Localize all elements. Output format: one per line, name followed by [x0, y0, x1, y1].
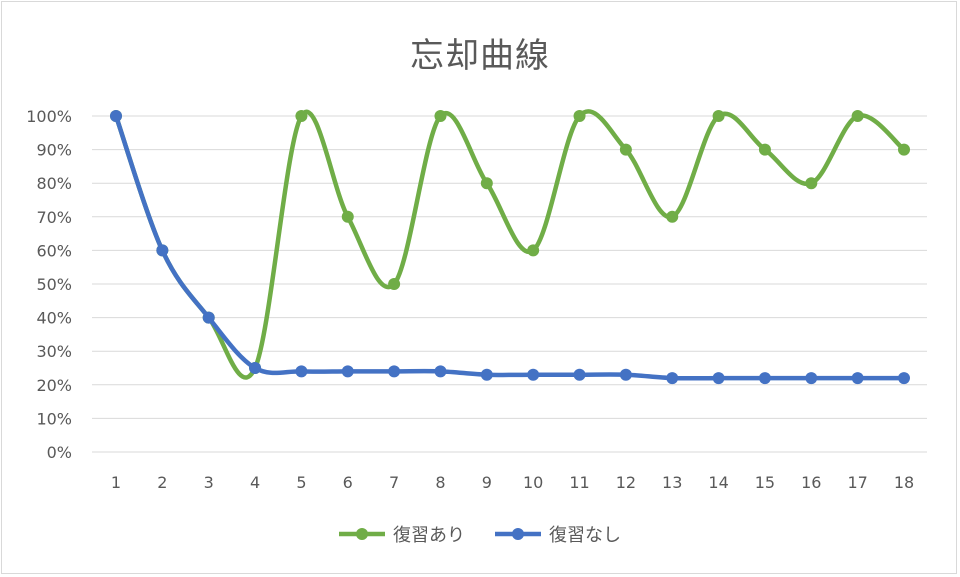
data-point	[712, 110, 725, 122]
x-axis-ticks: 1 2 3 4 5 6 7 8 9 10 11 12 13 14 15 16 17 18	[111, 473, 914, 492]
data-point	[480, 368, 493, 381]
series-line	[113, 109, 907, 380]
series-2	[110, 110, 910, 385]
data-point	[573, 110, 586, 122]
y-tick-label: 10%	[36, 409, 72, 428]
data-point	[110, 110, 122, 122]
data-point	[619, 368, 632, 381]
series-layer	[110, 109, 910, 385]
data-point	[388, 278, 401, 290]
y-tick-label: 80%	[36, 174, 72, 193]
data-point	[712, 372, 725, 385]
data-point	[898, 372, 910, 385]
y-tick-label: 60%	[36, 241, 72, 260]
x-tick-label: 13	[662, 473, 682, 492]
y-tick-label: 70%	[36, 208, 72, 227]
data-point	[434, 110, 447, 122]
legend: 復習あり 復習なし	[339, 525, 621, 546]
data-point	[341, 210, 354, 223]
chart-title: 忘却曲線	[410, 36, 550, 76]
y-tick-label: 50%	[36, 275, 72, 294]
data-point	[851, 372, 864, 385]
x-tick-label: 2	[157, 473, 167, 492]
y-tick-label: 40%	[36, 309, 72, 328]
x-tick-label: 15	[755, 473, 775, 492]
data-point	[249, 362, 262, 374]
legend-swatch-marker	[356, 528, 368, 540]
data-point	[758, 372, 771, 385]
data-point	[295, 365, 308, 378]
data-point	[527, 244, 540, 257]
y-tick-label: 20%	[36, 376, 72, 395]
data-point	[758, 143, 771, 156]
data-point	[527, 368, 540, 381]
x-tick-label: 16	[801, 473, 821, 492]
x-tick-label: 6	[343, 473, 353, 492]
data-point	[295, 110, 308, 122]
data-point	[202, 311, 215, 324]
series-line	[113, 113, 907, 381]
legend-item: 復習あり	[339, 525, 465, 546]
x-tick-label: 10	[523, 473, 543, 492]
gridlines	[92, 115, 927, 453]
x-tick-label: 7	[389, 473, 399, 492]
data-point	[666, 210, 679, 223]
x-tick-label: 18	[894, 473, 914, 492]
data-point	[666, 372, 679, 385]
y-tick-label: 30%	[36, 342, 72, 361]
legend-label: 復習あり	[393, 525, 465, 546]
data-point	[156, 244, 169, 257]
x-tick-label: 11	[569, 473, 589, 492]
x-tick-label: 12	[616, 473, 636, 492]
y-tick-label: 100%	[26, 107, 72, 126]
data-point	[434, 365, 447, 378]
data-point	[388, 365, 401, 378]
data-point	[573, 368, 586, 381]
data-point	[480, 177, 493, 190]
x-tick-label: 5	[296, 473, 306, 492]
legend-label: 復習なし	[549, 525, 621, 546]
data-point	[898, 143, 910, 156]
x-tick-label: 17	[847, 473, 867, 492]
x-tick-label: 4	[250, 473, 260, 492]
x-tick-label: 14	[708, 473, 728, 492]
legend-swatch-marker	[512, 528, 524, 540]
x-tick-label: 9	[482, 473, 492, 492]
data-point	[805, 177, 818, 190]
x-tick-label: 8	[435, 473, 445, 492]
y-tick-label: 0%	[47, 443, 72, 462]
series-1	[110, 109, 910, 380]
y-axis-ticks: 0% 10% 20% 30% 40% 50% 60% 70% 80% 90% 100%	[26, 107, 72, 462]
data-point	[805, 372, 818, 385]
x-tick-label: 3	[204, 473, 214, 492]
data-point	[341, 365, 354, 378]
x-tick-label: 1	[111, 473, 121, 492]
y-tick-label: 90%	[36, 141, 72, 160]
data-point	[619, 143, 632, 156]
data-point	[851, 110, 864, 122]
legend-item: 復習なし	[495, 525, 621, 546]
